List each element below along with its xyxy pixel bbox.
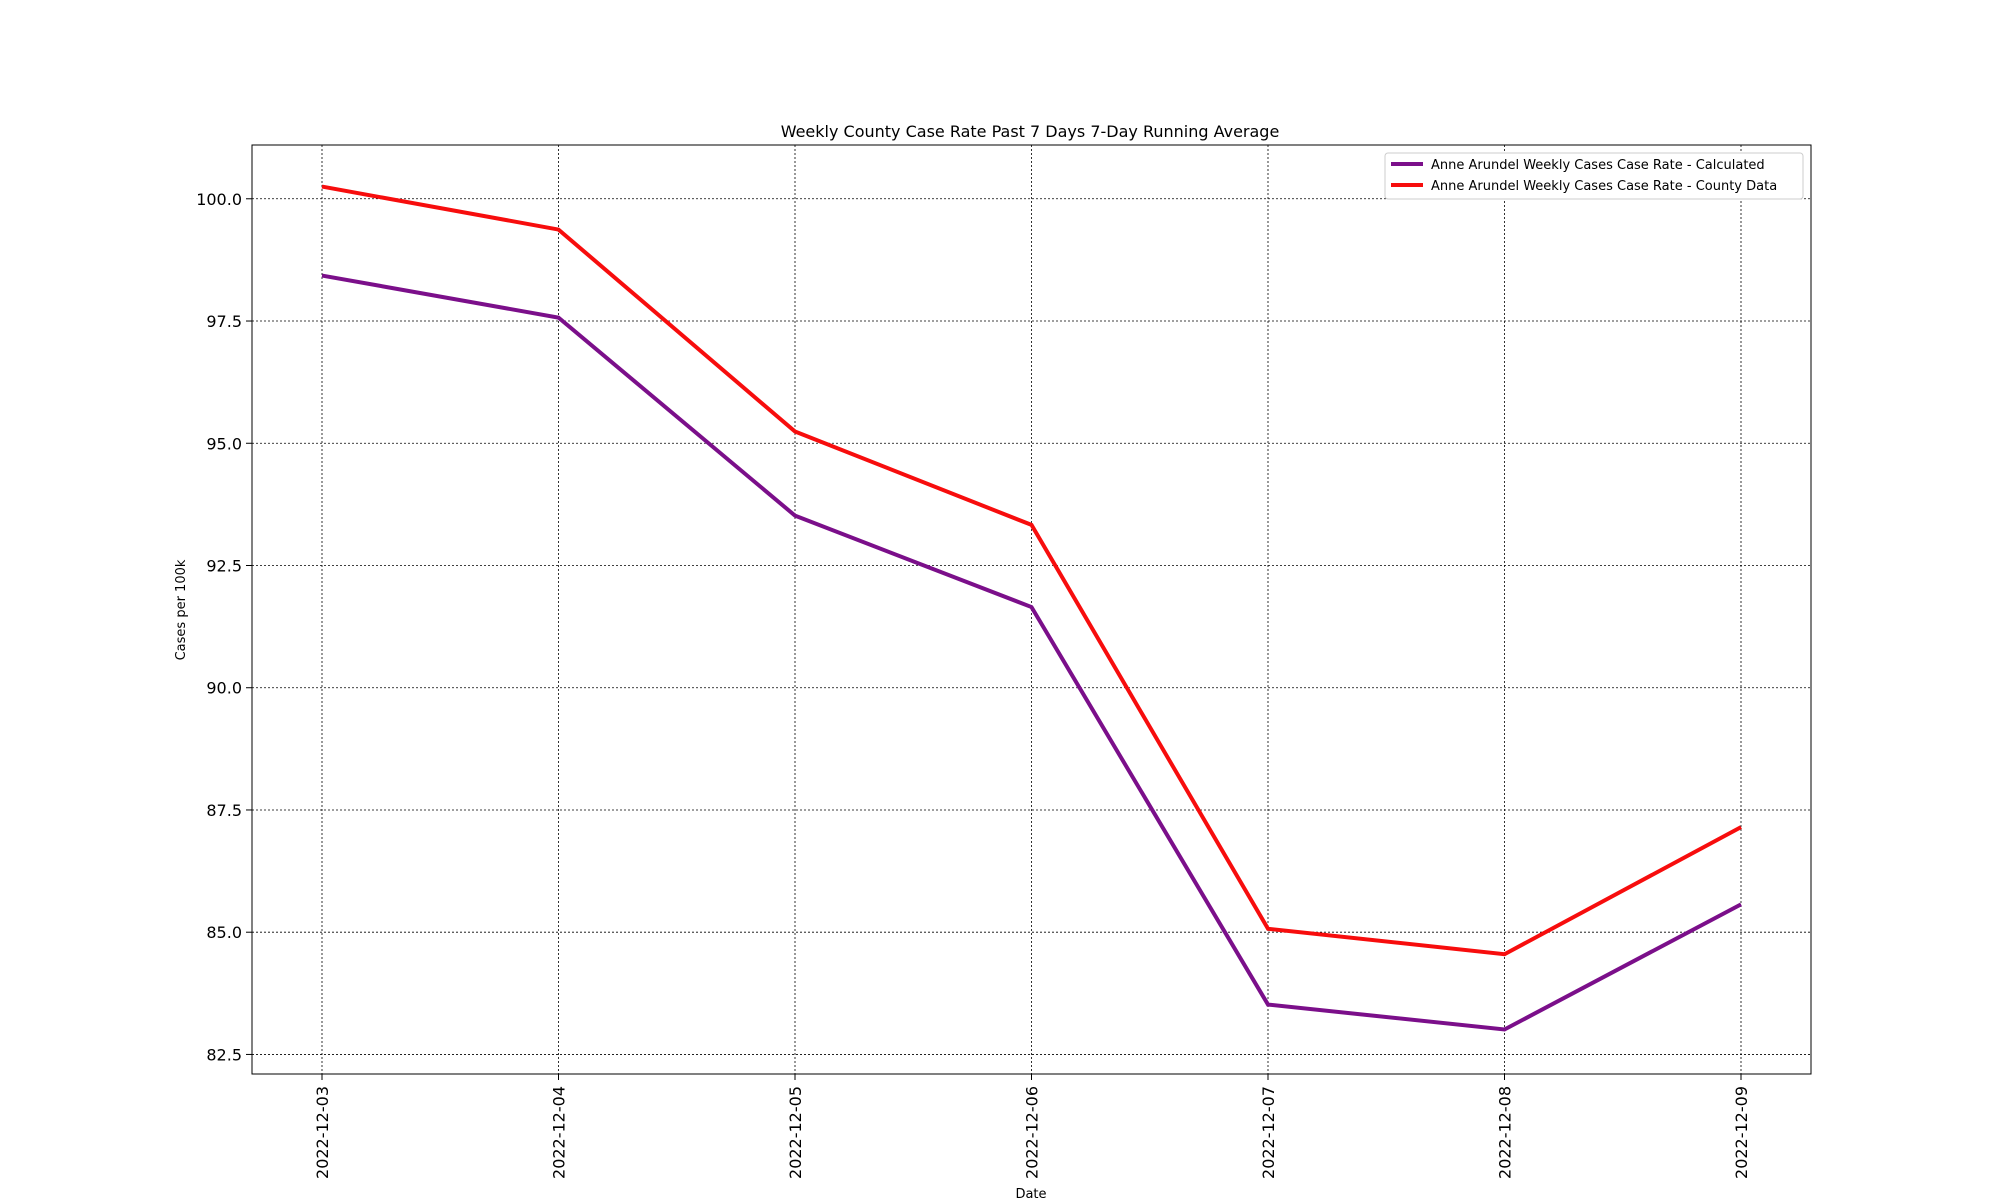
x-tick-label: 2022-12-04 <box>550 1086 569 1179</box>
x-tick-label: 2022-12-07 <box>1259 1086 1278 1179</box>
y-tick-label: 97.5 <box>206 312 242 331</box>
x-tick-label: 2022-12-09 <box>1732 1086 1751 1179</box>
y-tick-label: 95.0 <box>206 434 242 453</box>
legend-label: Anne Arundel Weekly Cases Case Rate - Ca… <box>1431 158 1765 173</box>
x-axis-label: Date <box>1015 1187 1046 1200</box>
y-tick-label: 92.5 <box>206 556 242 575</box>
series-line-2 <box>321 184 1742 957</box>
chart-title: Weekly County Case Rate Past 7 Days 7-Da… <box>781 122 1280 141</box>
x-tick-label: 2022-12-08 <box>1496 1086 1515 1179</box>
series-line-1 <box>321 273 1742 1032</box>
x-tick-label: 2022-12-03 <box>313 1086 332 1179</box>
legend: Anne Arundel Weekly Cases Case Rate - Ca… <box>1384 152 1804 200</box>
y-axis-ticks: 82.5 85.0 87.5 90.0 92.5 95.0 97.5 100.0 <box>196 190 252 1064</box>
y-tick-label: 100.0 <box>196 190 242 209</box>
series-lines <box>321 184 1742 1032</box>
y-tick-label: 87.5 <box>206 801 242 820</box>
legend-box <box>1384 152 1804 200</box>
x-tick-label: 2022-12-05 <box>786 1086 805 1179</box>
x-tick-label: 2022-12-06 <box>1023 1086 1042 1179</box>
y-axis-label: Cases per 100k <box>174 559 189 660</box>
legend-label: Anne Arundel Weekly Cases Case Rate - Co… <box>1431 179 1777 194</box>
y-tick-label: 85.0 <box>206 923 242 942</box>
y-tick-label: 82.5 <box>206 1045 242 1064</box>
x-axis-ticks: 2022-12-03 2022-12-04 2022-12-05 2022-12-06… <box>313 1074 1751 1179</box>
y-tick-label: 90.0 <box>206 679 242 698</box>
